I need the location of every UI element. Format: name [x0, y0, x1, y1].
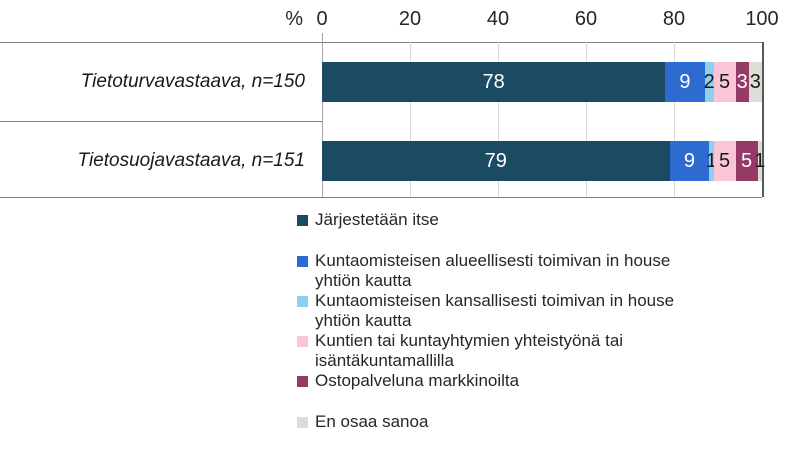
legend-swatch [297, 256, 308, 267]
bar-segment-value: 9 [679, 71, 691, 93]
bar-segment: 9 [665, 62, 705, 102]
legend-swatch [297, 215, 308, 226]
bar-segment-value: 5 [719, 150, 731, 172]
gridline [674, 42, 675, 197]
bar-segment-value: 3 [749, 71, 761, 93]
legend-item: Kuntaomisteisen alueellisesti toimivan i… [297, 251, 783, 291]
legend-swatch [297, 376, 308, 387]
axis-tick-label: 40 [486, 8, 510, 30]
legend-swatch [297, 417, 308, 428]
axis-unit-label: % [285, 8, 303, 30]
gridline [586, 42, 587, 197]
legend-label: Kuntien tai kuntayhtymien yhteistyönä ta… [315, 331, 624, 370]
bar-segment: 5 [735, 141, 758, 181]
legend-item: En osaa sanoa [297, 412, 783, 432]
legend-label: En osaa sanoa [315, 412, 429, 431]
bar-segment: 79 [322, 141, 670, 181]
axis-tick-label: 60 [574, 8, 598, 30]
bar-segment-value: 1 [754, 150, 766, 172]
category-label: Tietoturvavastaava, n=150 [80, 71, 305, 92]
bar-segment: 3 [735, 62, 749, 102]
gridline [410, 42, 411, 197]
legend-label: Kuntaomisteisen alueellisesti toimivan i… [315, 251, 671, 290]
bar-segment-value: 5 [741, 150, 753, 172]
bar-segment-value: 78 [482, 71, 505, 93]
bar-segment: 78 [322, 62, 666, 102]
bar-segment-value: 5 [719, 71, 731, 93]
bar-segment-value: 9 [683, 150, 695, 172]
legend-swatch [297, 336, 308, 347]
axis-tick-label: 20 [398, 8, 422, 30]
gridline [762, 42, 764, 197]
bar-segment-value: 2 [703, 71, 715, 93]
bar-segment: 1 [754, 141, 765, 181]
legend-label: Kuntaomisteisen kansallisesti toimivan i… [315, 291, 675, 330]
frame-line [0, 42, 762, 43]
bar-segment-value: 79 [484, 150, 507, 172]
legend-item: Kuntaomisteisen kansallisesti toimivan i… [297, 291, 783, 331]
category-label: Tietosuojavastaava, n=151 [77, 150, 305, 171]
legend-item: Kuntien tai kuntayhtymien yhteistyönä ta… [297, 331, 783, 371]
legend-item: Ostopalveluna markkinoilta [297, 371, 783, 391]
bar-segment: 5 [713, 141, 736, 181]
frame-line [0, 197, 762, 198]
gridline [498, 42, 499, 197]
gridline [322, 33, 323, 197]
legend-swatch [297, 296, 308, 307]
axis-tick-label: 100 [745, 8, 779, 30]
frame-line [0, 121, 322, 122]
bar-segment: 1 [706, 141, 717, 181]
bar-segment: 3 [748, 62, 762, 102]
chart-legend: Järjestetään itse Kuntaomisteisen alueell… [297, 210, 783, 432]
bar-segment-value: 1 [705, 150, 717, 172]
legend-label: Järjestetään itse [315, 210, 439, 229]
bar-segment-value: 3 [736, 71, 748, 93]
legend-label: Ostopalveluna markkinoilta [315, 371, 520, 390]
axis-tick-label: 80 [662, 8, 686, 30]
bar-row: 78 9 2 5 3 3 [322, 62, 762, 102]
bar-segment: 5 [713, 62, 736, 102]
bar-segment: 9 [669, 141, 710, 181]
bar-segment: 2 [703, 62, 715, 102]
bar-row: 79 9 1 5 5 1 [322, 141, 765, 181]
axis-tick-label: 0 [316, 8, 328, 30]
legend-item: Järjestetään itse [297, 210, 783, 230]
